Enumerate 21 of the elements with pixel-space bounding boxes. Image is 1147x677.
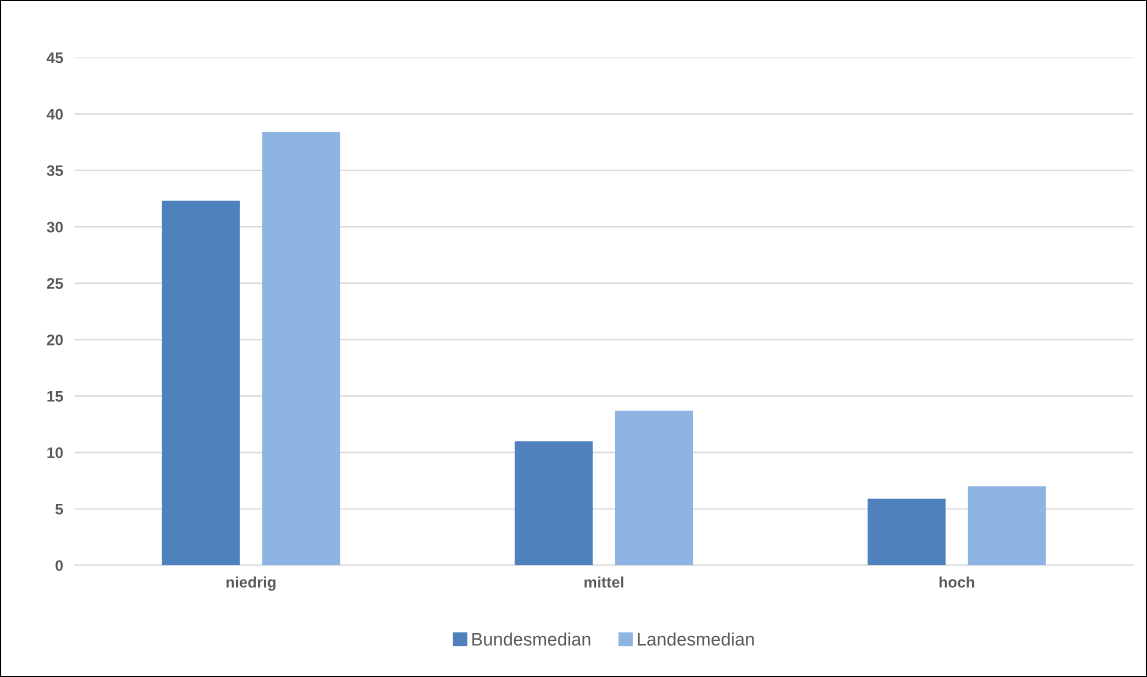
bar [615, 410, 693, 566]
bar [161, 200, 240, 566]
y-tick-label: 25 [46, 278, 64, 289]
bar [867, 498, 946, 566]
y-tick-label: 0 [55, 560, 63, 571]
bar [967, 486, 1046, 566]
y-tick-label: 30 [46, 221, 63, 233]
bar [262, 132, 341, 566]
y-tick-label: 15 [47, 391, 64, 402]
y-tick-label: 45 [46, 52, 64, 64]
y-tick-label: 40 [46, 108, 63, 120]
y-tick-label: 10 [47, 447, 63, 459]
y-tick-label: 5 [55, 503, 64, 515]
x-tick-label: mittel [584, 576, 624, 588]
bar [514, 441, 593, 566]
x-tick-label: niedrig [226, 576, 276, 591]
y-tick-label: 20 [46, 334, 63, 346]
legend-label: Bundesmedian [472, 632, 591, 646]
y-tick-label: 35 [46, 165, 64, 177]
x-tick-label: hoch [939, 576, 975, 588]
legend-label: Landesmedian [637, 632, 754, 646]
